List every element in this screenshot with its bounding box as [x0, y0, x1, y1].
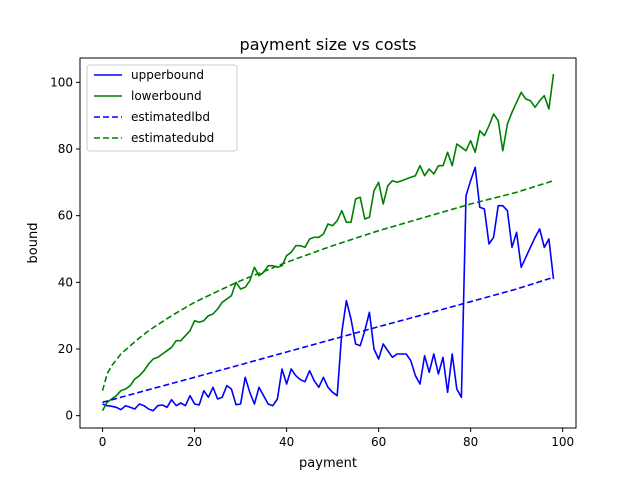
series-line-estimatedubd — [101, 179, 554, 391]
x-axis-label: payment — [299, 456, 357, 471]
series-line-lowerbound — [101, 73, 555, 412]
legend-label-estimatedlbd: estimatedlbd — [131, 110, 210, 124]
plot-lines — [101, 73, 555, 412]
legend-label-lowerbound: lowerbound — [131, 89, 202, 103]
y-tick-label: 60 — [58, 209, 73, 223]
x-tick-label: 0 — [99, 435, 107, 449]
legend: upperbound lowerbound estimatedlbd estimate… — [86, 64, 238, 152]
y-tick-label: 40 — [58, 275, 73, 289]
x-tick-label: 100 — [551, 435, 574, 449]
y-axis-label: bound — [26, 223, 41, 264]
legend-label-upperbound: upperbound — [131, 68, 204, 82]
chart-title: payment size vs costs — [240, 35, 417, 54]
legend-label-estimatedubd: estimatedubd — [131, 131, 214, 145]
x-axis-ticks: 0 20 40 60 80 100 — [99, 428, 574, 449]
x-tick-label: 40 — [279, 435, 294, 449]
series-line-estimatedlbd — [102, 276, 554, 404]
x-tick-label: 20 — [187, 435, 202, 449]
x-tick-label: 80 — [463, 435, 478, 449]
x-tick-label: 60 — [371, 435, 386, 449]
y-axis-ticks: 0 20 40 60 80 100 — [50, 75, 80, 423]
series-line-upperbound — [102, 166, 555, 412]
axes-frame — [79, 57, 577, 429]
y-tick-label: 0 — [65, 409, 73, 423]
legend-box — [86, 64, 238, 152]
y-tick-label: 20 — [58, 342, 73, 356]
y-tick-label: 80 — [58, 142, 73, 156]
y-tick-label: 100 — [50, 75, 73, 89]
